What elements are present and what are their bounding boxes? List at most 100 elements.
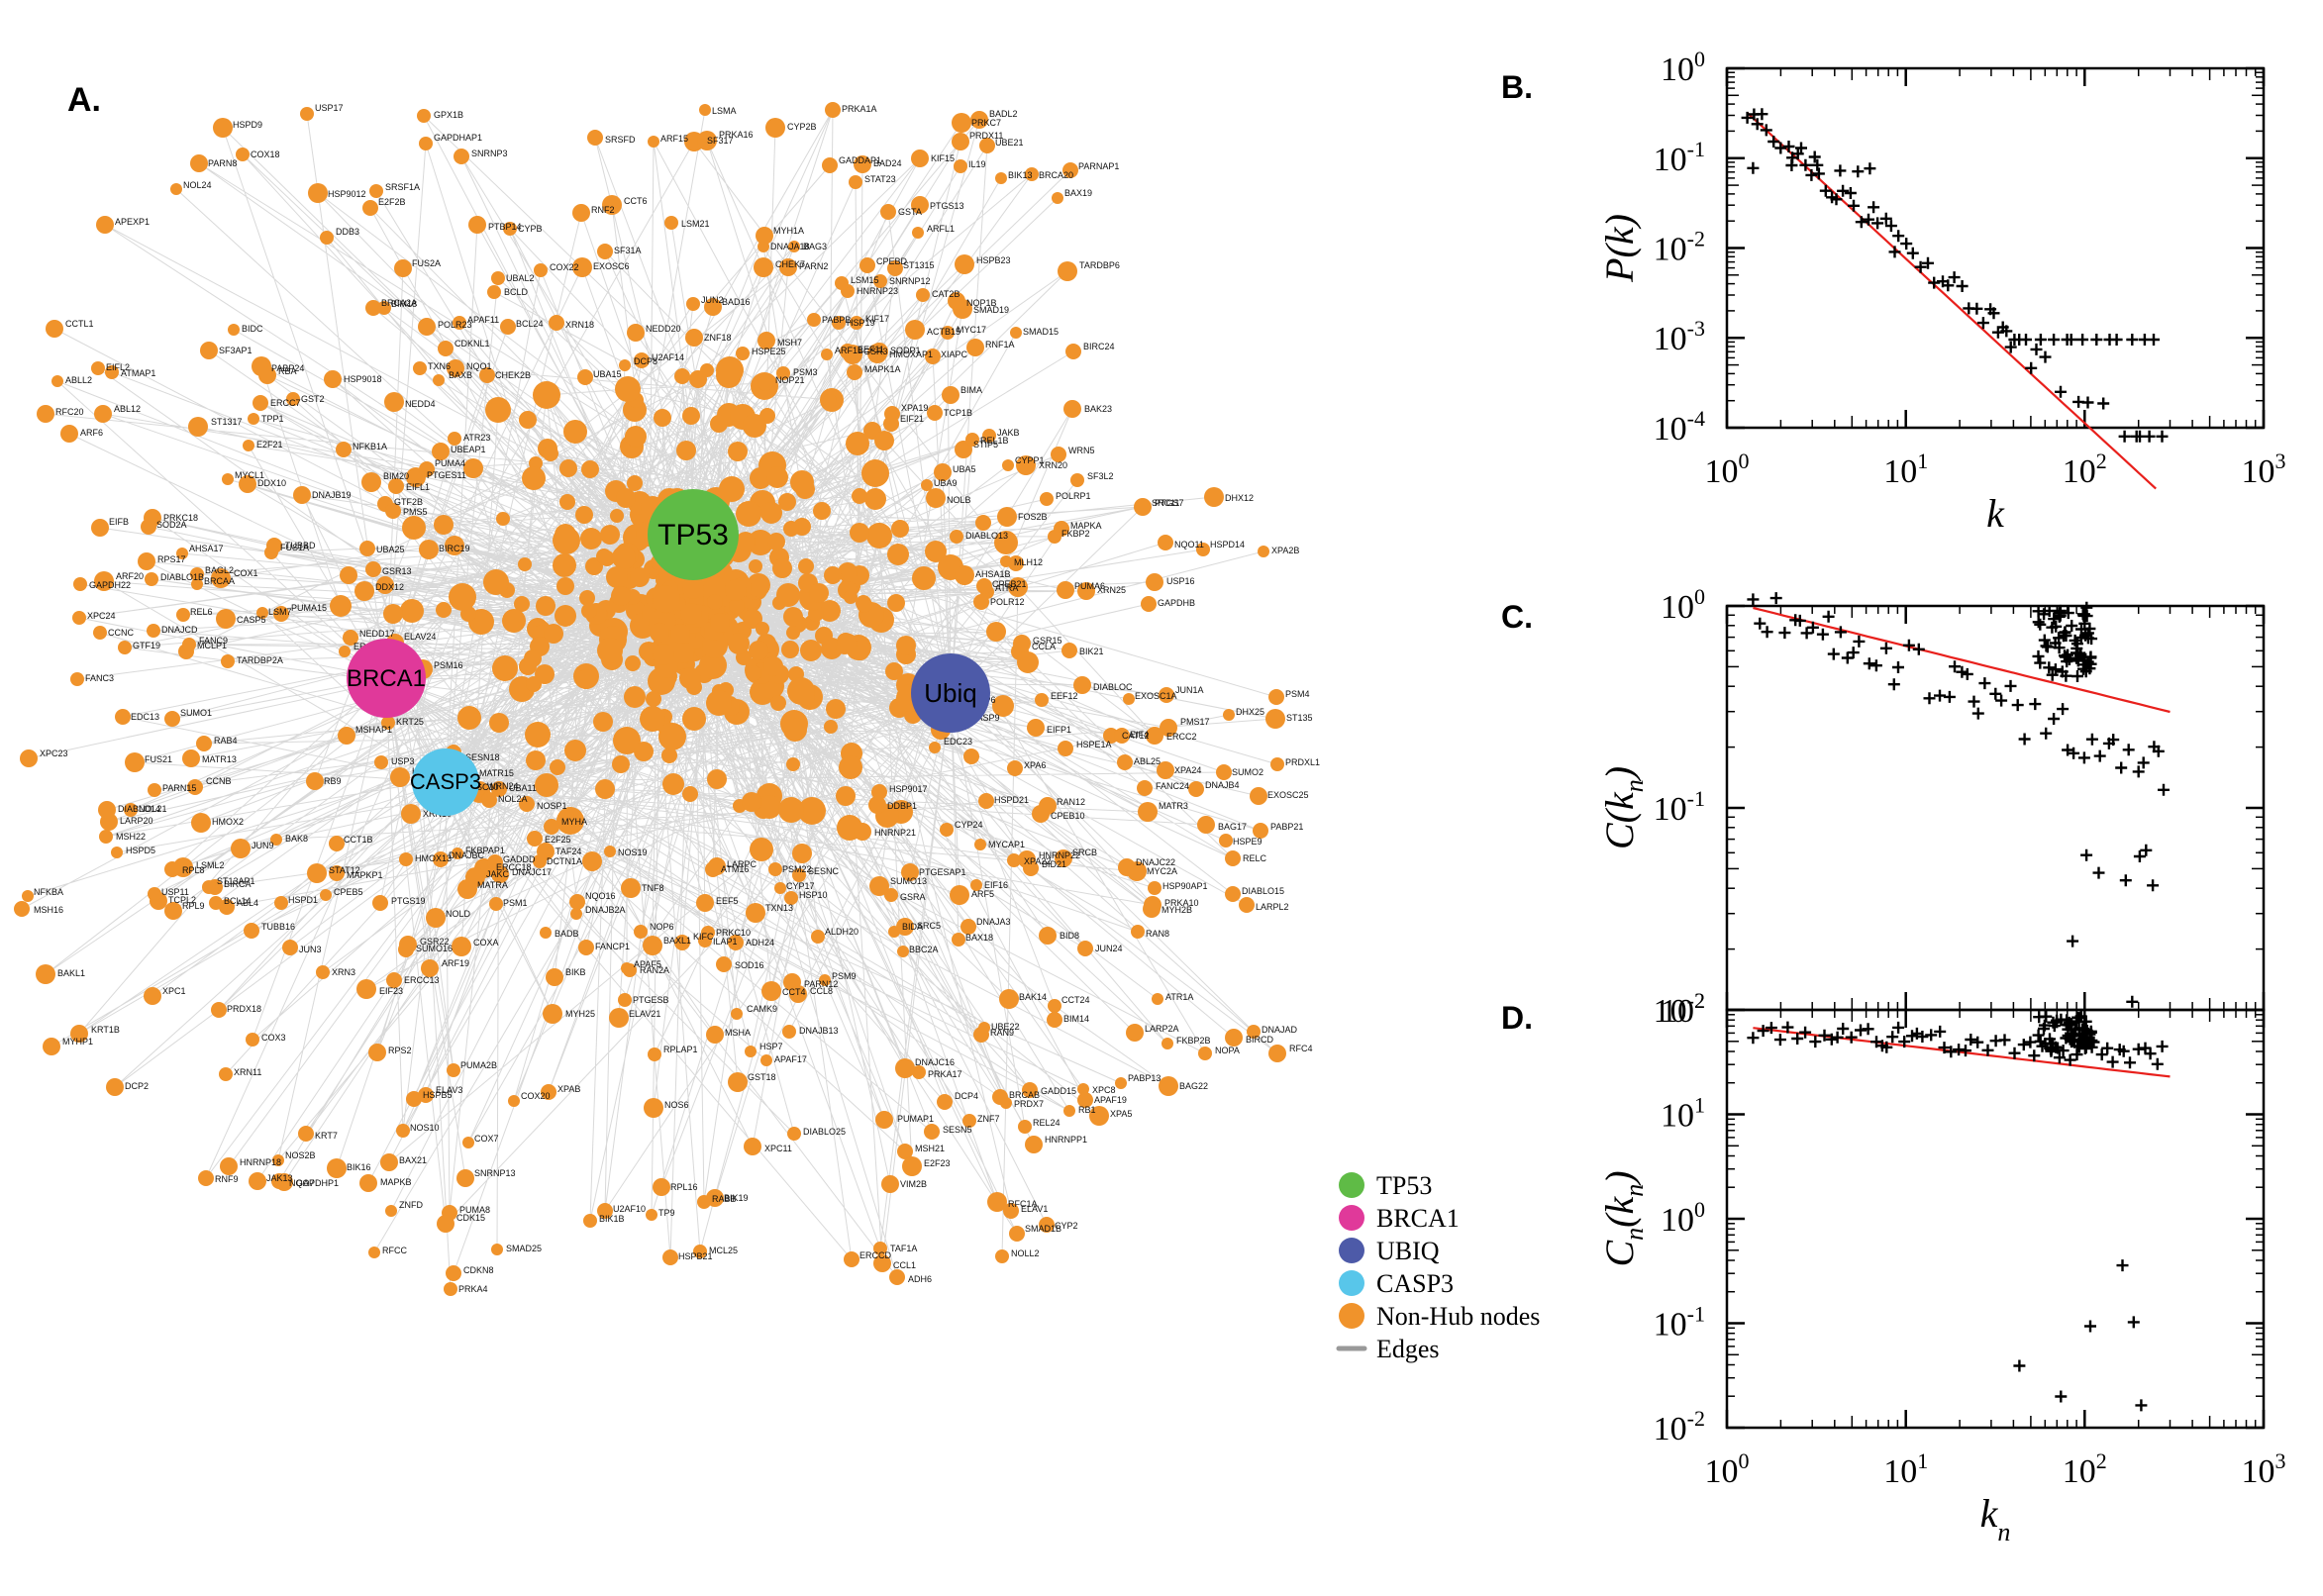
- svg-text:MSH21: MSH21: [915, 1144, 945, 1153]
- svg-text:LSM7: LSM7: [268, 607, 292, 617]
- svg-text:CCT4: CCT4: [782, 987, 806, 997]
- svg-text:RELC: RELC: [1243, 853, 1267, 863]
- svg-text:XPA24: XPA24: [1174, 765, 1201, 775]
- svg-text:NOLD: NOLD: [446, 909, 471, 919]
- svg-text:USP16: USP16: [1166, 576, 1195, 586]
- svg-text:LSMA: LSMA: [712, 106, 737, 116]
- svg-text:COXA: COXA: [473, 938, 499, 948]
- svg-text:XPA2B: XPA2B: [1271, 546, 1299, 555]
- svg-text:BIK21: BIK21: [1079, 647, 1104, 656]
- svg-text:ST135: ST135: [1286, 713, 1313, 723]
- svg-text:JUN1A: JUN1A: [1175, 685, 1204, 695]
- svg-text:ACTB15: ACTB15: [927, 327, 960, 337]
- svg-text:XPA19: XPA19: [901, 403, 928, 413]
- svg-text:E2F2B: E2F2B: [378, 197, 406, 207]
- svg-text:DHX25: DHX25: [1236, 707, 1264, 717]
- svg-text:HSPB21: HSPB21: [678, 1251, 713, 1261]
- svg-text:COX3: COX3: [261, 1033, 286, 1043]
- svg-text:GSR13: GSR13: [382, 566, 412, 576]
- svg-text:HSPD14: HSPD14: [1210, 540, 1245, 549]
- svg-text:PTGS19: PTGS19: [391, 896, 426, 906]
- svg-text:CCL1: CCL1: [893, 1260, 916, 1270]
- svg-text:CCTL1: CCTL1: [65, 319, 94, 329]
- svg-text:PRDXL1: PRDXL1: [1285, 757, 1320, 767]
- svg-text:HNRNPP1: HNRNPP1: [1045, 1135, 1087, 1145]
- svg-text:BIRCD: BIRCD: [1246, 1035, 1274, 1045]
- svg-text:BIK13: BIK13: [1008, 170, 1033, 180]
- svg-text:MSHA: MSHA: [725, 1028, 751, 1038]
- svg-text:BIMA: BIMA: [960, 385, 982, 395]
- svg-text:ADH6: ADH6: [908, 1274, 932, 1284]
- svg-text:GPX1B: GPX1B: [434, 110, 463, 120]
- svg-text:CCT6: CCT6: [624, 196, 648, 206]
- svg-text:103: 103: [2242, 449, 2286, 490]
- svg-text:MYH2B: MYH2B: [1162, 905, 1192, 915]
- svg-text:HSPE9: HSPE9: [1233, 837, 1262, 847]
- svg-text:HSPE1A: HSPE1A: [1076, 740, 1112, 749]
- svg-text:REL24: REL24: [1033, 1118, 1060, 1128]
- svg-text:SUMO2: SUMO2: [1232, 767, 1263, 777]
- svg-text:101: 101: [1661, 1093, 1705, 1135]
- svg-text:JUN9: JUN9: [252, 841, 274, 850]
- svg-text:PARN2: PARN2: [799, 261, 828, 271]
- svg-text:BID21: BID21: [1042, 859, 1066, 869]
- svg-text:UBE22: UBE22: [991, 1022, 1020, 1032]
- svg-text:HMOX2: HMOX2: [212, 817, 244, 827]
- svg-text:ABL25: ABL25: [1134, 756, 1161, 766]
- svg-text:MAPKB: MAPKB: [380, 1177, 412, 1187]
- svg-text:BIK19: BIK19: [724, 1193, 749, 1203]
- svg-text:CAT2B: CAT2B: [932, 289, 960, 299]
- svg-text:CYP24: CYP24: [955, 820, 983, 830]
- svg-text:XRN3: XRN3: [332, 967, 355, 977]
- svg-text:100: 100: [1661, 1197, 1705, 1239]
- svg-text:UBA15: UBA15: [593, 369, 622, 379]
- svg-text:FANC3: FANC3: [85, 673, 114, 683]
- svg-text:HSP9017: HSP9017: [889, 784, 928, 794]
- svg-text:PUMAP1: PUMAP1: [897, 1114, 934, 1124]
- svg-text:ILAP1: ILAP1: [713, 937, 738, 947]
- svg-text:FANC9: FANC9: [199, 636, 228, 646]
- svg-text:NOS19: NOS19: [618, 848, 648, 857]
- svg-text:TAF24: TAF24: [556, 847, 581, 856]
- svg-text:BAKL1: BAKL1: [57, 968, 85, 978]
- svg-text:HSPD9: HSPD9: [233, 120, 262, 130]
- svg-text:E2F25: E2F25: [545, 835, 571, 845]
- svg-text:CCL8: CCL8: [810, 986, 833, 996]
- svg-text:EDC23: EDC23: [944, 737, 972, 747]
- svg-text:AHSA1B: AHSA1B: [975, 569, 1011, 579]
- svg-text:PRDX18: PRDX18: [227, 1004, 261, 1014]
- svg-text:PABPB: PABPB: [822, 315, 851, 325]
- svg-text:NEDD20: NEDD20: [646, 324, 681, 334]
- svg-text:GADDD: GADDD: [503, 854, 536, 864]
- svg-text:UBAL2: UBAL2: [506, 273, 535, 283]
- svg-text:RFC1A: RFC1A: [1008, 1199, 1038, 1209]
- svg-text:XPA5: XPA5: [1110, 1109, 1132, 1119]
- svg-text:NQO16: NQO16: [585, 891, 616, 901]
- svg-text:NEDD4: NEDD4: [405, 399, 436, 409]
- svg-text:APAF17: APAF17: [774, 1054, 807, 1064]
- svg-text:PARN15: PARN15: [162, 783, 196, 793]
- svg-text:TNF8: TNF8: [642, 883, 664, 893]
- svg-text:RNF2: RNF2: [591, 205, 615, 215]
- svg-text:DCP2: DCP2: [125, 1081, 149, 1091]
- svg-text:EXOSC1A: EXOSC1A: [1135, 691, 1177, 701]
- svg-text:RAN2A: RAN2A: [640, 965, 669, 975]
- svg-text:10-2: 10-2: [1654, 227, 1705, 268]
- svg-text:HMOX13: HMOX13: [415, 853, 452, 863]
- svg-text:USP3: USP3: [391, 756, 415, 766]
- svg-text:GAPDHP1: GAPDHP1: [296, 1178, 339, 1188]
- svg-text:EIFB: EIFB: [109, 517, 129, 527]
- svg-text:GSR3: GSR3: [863, 347, 888, 356]
- svg-text:SRC5: SRC5: [917, 921, 941, 931]
- svg-text:ABL12: ABL12: [114, 404, 141, 414]
- svg-text:ARF1B: ARF1B: [835, 346, 863, 355]
- svg-text:U2AF10: U2AF10: [613, 1204, 646, 1214]
- svg-text:10-1: 10-1: [1654, 786, 1705, 828]
- svg-text:NOP1B: NOP1B: [966, 298, 997, 308]
- svg-text:HNRNP23: HNRNP23: [857, 286, 898, 296]
- svg-text:LARP2A: LARP2A: [1145, 1024, 1179, 1034]
- svg-text:UBE21: UBE21: [995, 138, 1024, 148]
- svg-text:PTGES11: PTGES11: [427, 470, 466, 480]
- svg-text:XRN18: XRN18: [565, 320, 594, 330]
- svg-text:COX20: COX20: [521, 1091, 551, 1101]
